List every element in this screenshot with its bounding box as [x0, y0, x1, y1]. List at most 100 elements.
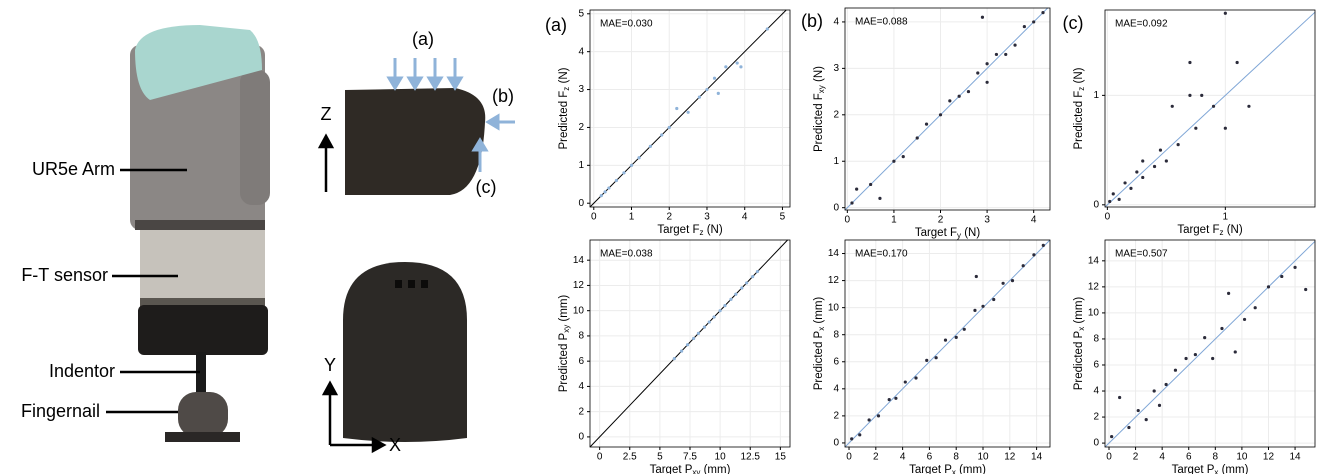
- annotation: MAE=0.092: [1115, 19, 1168, 30]
- y-tick-label: 4: [833, 17, 839, 28]
- point: [622, 171, 626, 175]
- axis-label: Predicted Fxy (N): [813, 66, 826, 152]
- point: [867, 418, 871, 422]
- leader-lines: [106, 168, 200, 414]
- axis-label-part: Predicted F: [1073, 91, 1085, 150]
- point: [1200, 93, 1204, 97]
- point: [1123, 181, 1127, 185]
- identity-line: [589, 239, 788, 448]
- panel-label: (a): [545, 15, 567, 35]
- y-tick-label: 10: [1088, 308, 1100, 319]
- point: [1220, 326, 1224, 331]
- x-tick-label: 10: [715, 452, 727, 463]
- axis-label-part: (mm): [1218, 464, 1248, 474]
- x-tick-label: 15: [775, 452, 787, 463]
- point: [697, 95, 702, 99]
- x-tick-label: 10: [1236, 452, 1248, 463]
- point: [1170, 104, 1174, 108]
- y-tick-label: 14: [828, 248, 840, 259]
- z-axis: [317, 133, 335, 192]
- point: [1152, 164, 1157, 169]
- point: [716, 91, 720, 95]
- axis-label-part: Target P: [650, 464, 693, 474]
- point: [729, 297, 733, 301]
- x-tick-label: 2: [1133, 452, 1139, 463]
- point: [614, 178, 619, 183]
- point: [894, 396, 898, 400]
- point: [629, 163, 634, 167]
- point: [751, 275, 755, 279]
- point: [850, 437, 854, 441]
- point: [1118, 395, 1122, 400]
- plot-frame: [589, 239, 791, 448]
- point: [1223, 11, 1227, 15]
- x-tick-label: 4: [900, 452, 906, 463]
- force-label: (a): [412, 29, 434, 49]
- fingertip-bottom: [343, 262, 467, 442]
- x-tick-label: 4: [1159, 452, 1165, 463]
- point: [1223, 126, 1227, 130]
- point: [1280, 274, 1284, 279]
- axis-label: Predicted Px (mm): [813, 297, 826, 391]
- y-tick-label: 2: [578, 406, 584, 417]
- point: [1173, 368, 1178, 372]
- x-tick-label: 7.5: [683, 452, 697, 463]
- point: [1176, 143, 1180, 147]
- axis-label-part: (N): [704, 224, 723, 236]
- point: [705, 87, 709, 92]
- point: [637, 156, 641, 160]
- point: [1242, 317, 1247, 322]
- y-tick-label: 1: [1093, 90, 1099, 101]
- axis-label-part: xy: [817, 85, 826, 93]
- axis-label: Predicted Fz (N): [558, 67, 571, 149]
- point: [1136, 408, 1140, 413]
- axis-label-part: (N): [1224, 224, 1243, 236]
- x-tick-label: 8: [953, 452, 959, 463]
- point: [660, 133, 664, 137]
- point: [1041, 11, 1045, 15]
- point: [925, 358, 929, 363]
- axis-label-part: (N): [1073, 67, 1085, 86]
- y-tick-label: 4: [578, 46, 584, 57]
- point: [1164, 159, 1168, 163]
- point: [603, 190, 607, 194]
- point: [1211, 356, 1215, 361]
- x-tick-label: 5: [657, 452, 663, 463]
- fingertip-side: [345, 88, 486, 195]
- axis-label: Target Fz (N): [657, 224, 723, 237]
- y-tick-label: 4: [1093, 386, 1099, 397]
- axis-label-part: Target F: [1177, 224, 1219, 236]
- x-tick-label: 2: [873, 452, 879, 463]
- point: [892, 159, 896, 163]
- point: [1253, 306, 1257, 310]
- x-tick-label: 14: [1031, 452, 1043, 463]
- point: [966, 89, 971, 94]
- point: [686, 110, 690, 114]
- point: [876, 414, 881, 418]
- force-label: (b): [492, 86, 514, 106]
- y-tick-label: 8: [578, 331, 584, 342]
- point: [1235, 60, 1239, 65]
- point: [938, 113, 943, 117]
- point: [1211, 104, 1216, 108]
- axis-label-part: (mm): [1073, 297, 1085, 327]
- point: [1184, 356, 1188, 361]
- point: [914, 376, 918, 380]
- point: [667, 125, 671, 130]
- y-tick-label: 12: [1088, 282, 1100, 293]
- point: [1117, 197, 1121, 201]
- point: [1193, 352, 1197, 357]
- point: [672, 357, 676, 361]
- point: [903, 380, 907, 384]
- point: [712, 315, 716, 319]
- y-tick-label: 6: [1093, 360, 1099, 371]
- point: [1233, 350, 1237, 354]
- y-tick-label: 14: [1088, 255, 1100, 266]
- y-tick-label: 3: [578, 84, 584, 95]
- point: [607, 186, 611, 190]
- x-tick-label: 2: [666, 212, 672, 223]
- point: [1141, 175, 1145, 180]
- axis-label: Target Px (mm): [1172, 464, 1249, 474]
- point: [765, 27, 769, 31]
- y-tick-label: 0: [578, 432, 584, 443]
